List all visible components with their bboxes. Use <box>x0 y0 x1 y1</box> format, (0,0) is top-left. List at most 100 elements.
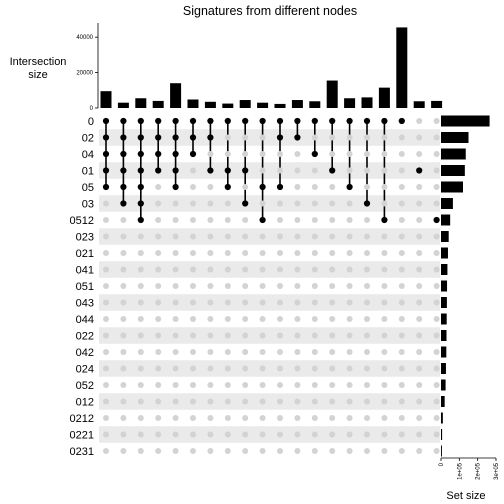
set-size-bar-024 <box>441 363 446 374</box>
matrix-dot-17-05 <box>381 184 388 190</box>
matrix-dot-17-04 <box>381 151 388 157</box>
matrix-dot-6-041 <box>190 266 196 273</box>
matrix-dot-16-05 <box>364 184 370 190</box>
matrix-dot-14-03 <box>329 200 336 207</box>
matrix-dot-20-01 <box>433 167 440 174</box>
matrix-dot-15-022 <box>346 332 353 339</box>
matrix-dot-10-042 <box>259 349 266 355</box>
matrix-dot-17-0221 <box>381 431 388 438</box>
set-size-tick-label-2: 2e+05 <box>476 462 482 480</box>
matrix-dot-7-022 <box>207 332 214 339</box>
matrix-dot-19-02 <box>416 134 423 141</box>
matrix-dot-5-0231 <box>172 448 179 454</box>
stripe-012 <box>99 393 440 410</box>
matrix-dot-7-05 <box>207 184 214 190</box>
matrix-dot-12-023 <box>294 233 301 240</box>
matrix-dot-4-04 <box>155 150 162 158</box>
matrix-dot-17-042 <box>381 349 388 355</box>
matrix-dot-4-042 <box>155 349 162 355</box>
matrix-dot-10-02 <box>259 134 266 141</box>
matrix-dot-6-0 <box>189 117 197 125</box>
matrix-dot-7-052 <box>207 382 214 388</box>
intersection-bar-11 <box>274 103 286 108</box>
matrix-dot-13-041 <box>311 266 318 273</box>
matrix-dot-11-03 <box>277 200 283 207</box>
matrix-dot-1-02 <box>102 134 110 141</box>
matrix-dot-7-0512 <box>207 217 214 223</box>
set-size-bar-0231 <box>441 445 442 457</box>
matrix-dot-11-0212 <box>277 415 283 421</box>
matrix-dot-5-042 <box>172 349 179 355</box>
matrix-dot-8-0512 <box>224 217 231 223</box>
stripe-0221 <box>99 426 440 443</box>
matrix-dot-13-01 <box>311 167 318 174</box>
set-label-0212: 0212 <box>70 413 94 425</box>
matrix-dot-15-043 <box>346 299 353 306</box>
intersection-bar-5 <box>170 83 182 108</box>
matrix-dot-19-022 <box>416 332 423 339</box>
matrix-dot-2-022 <box>120 332 127 339</box>
matrix-dot-10-052 <box>259 382 266 388</box>
matrix-dot-9-024 <box>242 365 249 372</box>
matrix-dot-9-021 <box>242 250 249 256</box>
matrix-dot-13-02 <box>311 134 318 141</box>
matrix-dot-18-021 <box>398 250 405 256</box>
matrix-dot-18-0221 <box>398 431 405 438</box>
matrix-dot-7-0212 <box>207 415 214 421</box>
matrix-dot-18-0231 <box>398 448 405 454</box>
matrix-dot-5-023 <box>172 233 179 240</box>
matrix-dot-3-04 <box>137 150 144 158</box>
matrix-dot-3-024 <box>137 365 144 372</box>
matrix-dot-9-04 <box>242 151 249 157</box>
matrix-dot-12-02 <box>294 134 301 141</box>
matrix-dot-15-0 <box>346 117 353 125</box>
stripe-022 <box>99 327 440 344</box>
matrix-dot-15-0212 <box>346 415 353 421</box>
matrix-dot-5-051 <box>172 283 179 289</box>
matrix-dot-19-05 <box>416 184 423 190</box>
set-size-bar-012 <box>441 396 445 407</box>
matrix-dot-7-0 <box>207 117 214 125</box>
matrix-dot-15-051 <box>346 283 353 289</box>
set-size-bar-02 <box>441 132 469 143</box>
matrix-dot-5-043 <box>172 299 179 306</box>
matrix-dot-20-042 <box>433 349 440 355</box>
matrix-dot-12-0212 <box>294 415 301 421</box>
matrix-dot-12-0231 <box>294 448 301 454</box>
matrix-dot-16-0 <box>363 117 371 125</box>
matrix-dot-8-023 <box>224 233 231 240</box>
set-size-bar-04 <box>441 148 466 160</box>
intersection-bar-9 <box>239 100 251 108</box>
matrix-dot-19-051 <box>416 283 423 289</box>
intersection-bar-2 <box>117 102 129 108</box>
matrix-dot-19-0212 <box>416 415 423 421</box>
matrix-dot-4-041 <box>155 266 162 273</box>
matrix-dot-1-024 <box>103 365 109 372</box>
set-label-024: 024 <box>76 364 94 376</box>
matrix-dot-6-0231 <box>190 448 196 454</box>
matrix-dot-9-041 <box>242 266 249 273</box>
matrix-dot-12-05 <box>294 184 301 190</box>
intersection-bar-14 <box>326 80 338 108</box>
matrix-dot-18-023 <box>398 233 405 240</box>
matrix-dot-6-05 <box>190 184 196 190</box>
matrix-dot-3-042 <box>137 349 144 355</box>
matrix-dot-20-03 <box>433 200 440 207</box>
set-label-0: 0 <box>88 116 94 128</box>
set-size-bar-0212 <box>441 412 443 424</box>
matrix-dot-6-024 <box>190 365 196 372</box>
matrix-dot-3-0512 <box>137 216 144 224</box>
matrix-dot-15-044 <box>346 316 353 322</box>
matrix-dot-18-043 <box>398 299 405 306</box>
set-size-bar-03 <box>441 198 453 209</box>
set-label-012: 012 <box>76 397 94 409</box>
matrix-dot-12-0512 <box>294 217 301 223</box>
matrix-dot-17-023 <box>381 233 388 240</box>
matrix-dot-17-02 <box>381 134 388 141</box>
set-size-bar-022 <box>441 330 447 341</box>
matrix-dot-12-043 <box>294 299 301 306</box>
set-size-bar-052 <box>441 379 446 391</box>
matrix-dot-17-012 <box>381 398 388 405</box>
matrix-dot-18-044 <box>398 316 405 322</box>
matrix-dot-1-04 <box>102 150 110 158</box>
